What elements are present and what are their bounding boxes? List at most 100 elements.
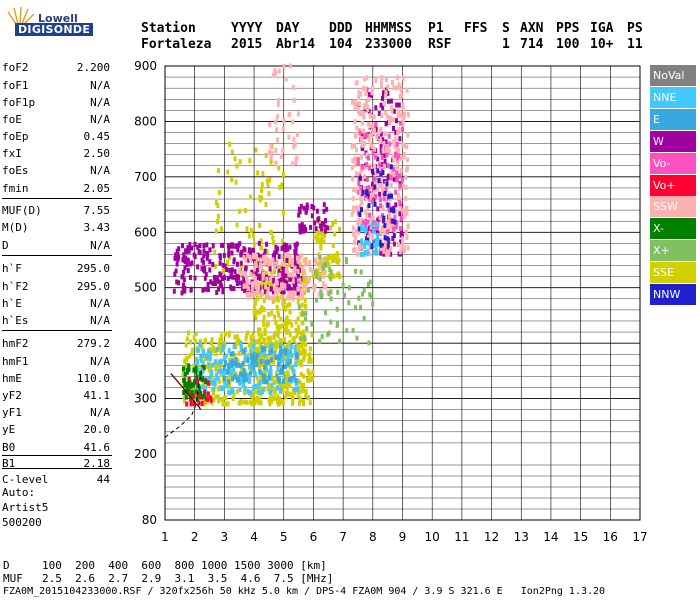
param-label: hmF1: [2, 355, 29, 368]
data-point-sse: [276, 394, 280, 400]
data-point-nne: [248, 375, 252, 381]
data-point-w: [312, 205, 316, 211]
data-point-ssw: [386, 84, 390, 90]
data-point-w: [386, 98, 390, 104]
data-point-w: [183, 288, 187, 294]
data-point-ssw: [401, 239, 404, 245]
data-point-w: [302, 205, 306, 211]
data-point-sse: [319, 242, 323, 248]
data-point-w: [397, 102, 401, 108]
data-point-w: [325, 206, 329, 212]
data-point-ssw: [373, 187, 377, 193]
data-point-x: [201, 376, 205, 382]
data-point-nnw: [360, 207, 363, 213]
data-point-w: [223, 275, 226, 281]
data-point-w: [394, 130, 398, 135]
header-label-yyyy: YYYY: [231, 21, 263, 36]
data-point-sse: [245, 333, 249, 339]
data-point-ssw: [396, 164, 399, 170]
data-point-nnw: [365, 191, 369, 197]
data-point-sse: [265, 354, 269, 360]
data-point-w: [269, 286, 273, 292]
data-point-w: [389, 251, 393, 257]
y-tick-label: 700: [134, 170, 157, 184]
data-point-vo: [361, 220, 365, 226]
data-point-sse: [258, 194, 262, 200]
data-point-ssw: [402, 208, 406, 214]
data-point-x: [189, 393, 192, 399]
data-point-w: [313, 220, 317, 226]
data-point-w: [236, 261, 239, 267]
data-point-w: [324, 218, 327, 224]
data-point-ssw: [259, 262, 262, 268]
data-point-w: [294, 244, 298, 250]
data-point-sse: [300, 385, 304, 391]
data-point-sse: [216, 394, 220, 400]
data-point-e: [287, 377, 291, 383]
data-point-sse: [298, 351, 302, 357]
data-point-nnw: [358, 212, 362, 217]
data-point-sse: [204, 399, 208, 405]
param-value: N/A: [90, 79, 110, 92]
data-point-w: [237, 280, 241, 286]
data-point-sse: [242, 399, 246, 405]
data-point-nnw: [393, 219, 397, 225]
data-point-w: [284, 246, 288, 252]
data-point-w: [185, 262, 189, 268]
data-point-ssw: [280, 254, 284, 260]
data-point-x: [320, 333, 324, 339]
data-point-x: [192, 379, 196, 385]
data-point-vo: [373, 154, 377, 160]
data-point-vo: [386, 229, 390, 235]
data-point-nne: [266, 378, 270, 384]
footer-muf-values: 2.5 2.6 2.7 2.9 3.1 3.5 4.6 7.5 [MHz]: [42, 572, 334, 585]
data-point-w: [240, 285, 244, 291]
x-tick-label: 13: [514, 530, 529, 544]
data-point-w: [222, 252, 226, 258]
data-point-w: [208, 267, 212, 273]
data-point-nne: [207, 362, 211, 368]
data-point-ssw: [352, 205, 355, 211]
header-label-iga: IGA: [590, 21, 614, 36]
data-point-sse: [226, 260, 229, 265]
data-point-e: [243, 372, 247, 378]
data-point-ssw: [399, 112, 403, 118]
data-point-nne: [227, 348, 231, 354]
data-point-sse: [268, 394, 272, 400]
data-point-ssw: [254, 284, 258, 289]
data-point-nne: [229, 370, 233, 376]
data-point-ssw: [267, 258, 271, 264]
data-point-sse: [295, 342, 299, 348]
data-point-ssw: [308, 259, 312, 265]
data-point-w: [206, 287, 210, 293]
data-point-sse: [218, 337, 222, 343]
data-point-sse: [254, 339, 258, 345]
data-point-ssw: [360, 136, 364, 142]
data-point-w: [379, 148, 383, 154]
data-point-x: [341, 282, 345, 288]
param-value: N/A: [90, 239, 110, 252]
data-point-ssw: [370, 90, 374, 96]
data-point-sse: [285, 324, 289, 330]
data-point-w: [386, 245, 390, 251]
legend-item-noval: NoVal: [650, 65, 696, 86]
x-tick-label: 15: [573, 530, 588, 544]
data-point-ssw: [383, 231, 387, 236]
header-label-pps: PPS: [556, 21, 580, 36]
data-point-ssw: [353, 143, 357, 148]
data-point-sse: [316, 261, 320, 267]
data-point-ssw: [392, 117, 395, 123]
data-point-sse: [274, 345, 278, 351]
data-point-vo: [366, 188, 370, 194]
data-point-ssw: [354, 228, 358, 234]
data-point-sse: [188, 353, 192, 359]
data-point-sse: [265, 178, 269, 184]
data-point-sse: [309, 358, 313, 364]
data-point-nne: [195, 347, 199, 353]
data-point-w: [198, 250, 202, 256]
data-point-ssw: [379, 229, 383, 235]
data-point-x: [318, 338, 322, 344]
data-point-w: [392, 108, 396, 114]
data-point-sse: [330, 272, 334, 278]
param-label: C-level: [2, 473, 49, 486]
